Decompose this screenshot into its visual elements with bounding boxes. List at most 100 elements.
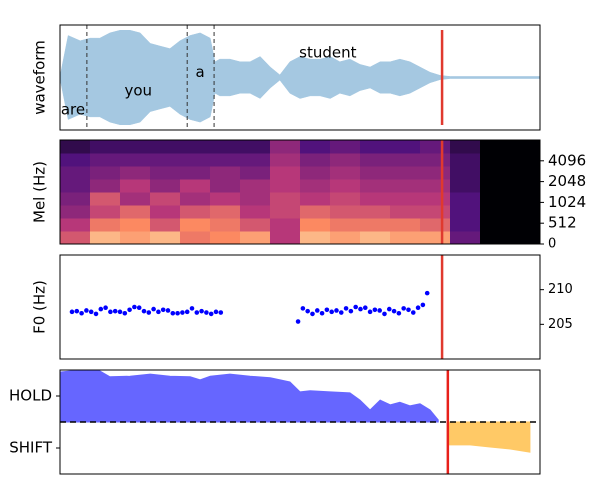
word-label: you: [124, 82, 152, 100]
heatmap-cell: [180, 218, 211, 232]
heatmap-cell: [510, 140, 540, 154]
heatmap-cell: [420, 218, 451, 232]
heatmap-cell: [210, 205, 241, 219]
heatmap-cell: [210, 153, 241, 167]
f0-point: [112, 308, 118, 314]
heatmap-cell: [360, 192, 391, 206]
heatmap-cell: [450, 153, 481, 167]
f0-point: [189, 306, 195, 311]
f0-point: [314, 308, 320, 313]
heatmap-cell: [210, 231, 241, 244]
heatmap-cell: [420, 205, 451, 219]
panel: 205 210 F0 (Hz): [31, 254, 573, 360]
heatmap-cell: [330, 218, 361, 232]
heatmap-cell: [330, 179, 361, 193]
heatmap-cell: [420, 179, 451, 193]
plot-area: [69, 290, 430, 324]
f0-point: [127, 307, 132, 313]
heatmap-cell: [300, 218, 331, 232]
heatmap-cell: [360, 179, 391, 193]
heatmap-cell: [60, 218, 91, 232]
heatmap-cell: [360, 218, 391, 232]
f0-point: [386, 306, 392, 312]
f0-point: [362, 305, 368, 310]
f0-point: [165, 308, 171, 313]
heatmap-cell: [450, 218, 481, 232]
heatmap-cell: [420, 231, 451, 244]
heatmap-cell: [360, 153, 391, 167]
heatmap-cell: [480, 218, 511, 232]
f0-point: [372, 307, 378, 313]
f0-point: [136, 305, 142, 310]
heatmap-cell: [180, 231, 211, 244]
heatmap-cell: [510, 192, 540, 206]
prob-area: [447, 421, 531, 453]
heatmap-cell: [150, 205, 181, 219]
heatmap-cell: [90, 153, 121, 167]
heatmap-cell: [210, 179, 241, 193]
f0-point: [338, 310, 344, 315]
f0-point: [156, 309, 161, 315]
f0-point: [329, 309, 334, 315]
heatmap-cell: [300, 153, 331, 167]
f0-point: [382, 311, 387, 317]
heatmap-cell: [180, 140, 211, 154]
waveform-area: [60, 77, 540, 125]
y-tick-label: HOLD: [9, 387, 52, 405]
f0-point: [74, 308, 80, 314]
heatmap-cell: [390, 231, 421, 244]
heatmap-cell: [510, 179, 540, 193]
heatmap-cell: [90, 205, 121, 219]
heatmap-cell: [180, 205, 211, 219]
y-tick-label: 205: [548, 317, 573, 332]
f0-point: [88, 309, 94, 315]
f0-point: [180, 310, 185, 315]
f0-point: [343, 306, 349, 311]
heatmap-cell: [120, 218, 151, 232]
f0-point: [194, 310, 200, 315]
heatmap-cell: [150, 192, 181, 206]
heatmap-cell: [390, 179, 421, 193]
f0-point: [295, 319, 301, 324]
heatmap-cell: [510, 153, 540, 167]
y-tick-label: 512: [548, 214, 577, 232]
f0-point: [79, 310, 84, 316]
f0-point: [204, 310, 209, 315]
axes-frame: [59, 254, 541, 360]
f0-point: [213, 309, 219, 315]
f0-point: [84, 308, 89, 313]
heatmap-cell: [300, 166, 331, 180]
heatmap-cell: [480, 166, 511, 180]
y-tick-label: 2048: [548, 172, 586, 190]
heatmap-cell: [510, 166, 540, 180]
f0-point: [117, 309, 123, 315]
heatmap-cell: [300, 205, 331, 219]
heatmap-cell: [120, 205, 151, 219]
heatmap-cell: [240, 218, 271, 232]
heatmap-cell: [270, 166, 301, 180]
f0-point: [420, 302, 426, 308]
heatmap-cell: [360, 166, 391, 180]
heatmap-cell: [390, 166, 421, 180]
f0-point: [160, 307, 166, 313]
heatmap-cell: [210, 166, 241, 180]
heatmap-cell: [330, 153, 361, 167]
heatmap-cell: [90, 218, 121, 232]
heatmap-cell: [330, 140, 361, 154]
heatmap-cell: [510, 231, 540, 244]
heatmap-cell: [90, 179, 121, 193]
heatmap-cell: [450, 140, 481, 154]
heatmap-cell: [120, 192, 151, 206]
axes-frame: [59, 369, 541, 475]
heatmap-cell: [60, 231, 91, 244]
heatmap-cell: [510, 218, 540, 232]
heatmap-cell: [480, 153, 511, 167]
f0-point: [324, 307, 330, 313]
heatmap-cell: [120, 166, 151, 180]
f0-point: [319, 310, 325, 316]
heatmap-cell: [120, 140, 151, 154]
heatmap-cell: [360, 205, 391, 219]
heatmap-cell: [480, 140, 511, 154]
heatmap-cell: [510, 205, 540, 219]
